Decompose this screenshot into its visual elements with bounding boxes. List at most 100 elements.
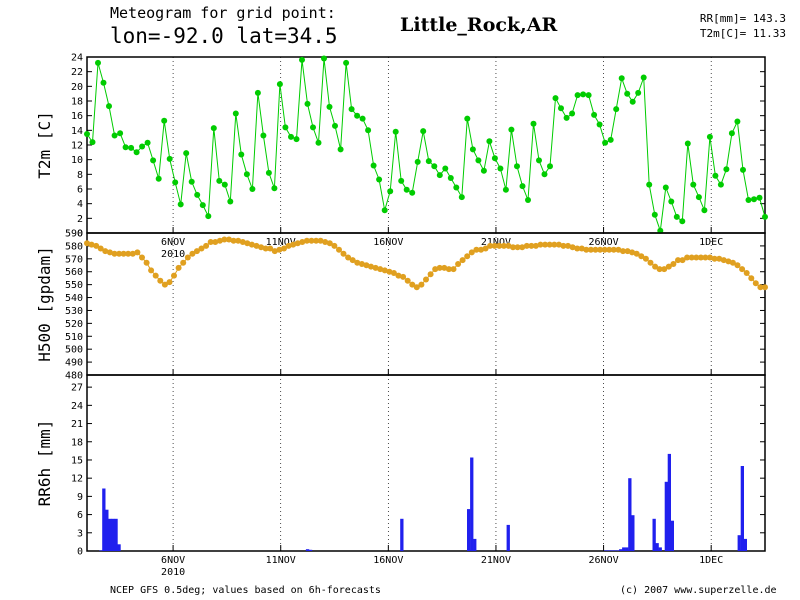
data-point	[702, 254, 709, 261]
data-point	[304, 100, 311, 107]
data-point	[199, 202, 206, 209]
rain-bar	[117, 544, 121, 551]
data-point	[281, 245, 287, 252]
data-point	[596, 121, 603, 128]
data-point	[642, 255, 649, 262]
data-point	[262, 245, 269, 252]
data-point	[400, 273, 407, 280]
data-point	[530, 120, 537, 127]
data-point	[171, 272, 177, 279]
data-point	[232, 110, 239, 117]
data-point	[574, 245, 581, 252]
data-point	[332, 122, 338, 129]
y-tick-label: 570	[65, 254, 83, 265]
data-point	[707, 254, 713, 261]
data-point	[282, 124, 289, 131]
data-point	[139, 254, 145, 261]
y-tick-label: 530	[65, 306, 83, 317]
rain-bar	[473, 538, 477, 551]
rain-bar	[603, 550, 608, 551]
data-point	[175, 264, 182, 271]
data-point	[144, 139, 151, 146]
data-point	[299, 56, 305, 63]
data-point	[450, 266, 457, 273]
data-point	[381, 267, 388, 274]
data-point	[97, 245, 104, 252]
data-point	[413, 284, 420, 291]
data-point	[345, 254, 352, 261]
data-point	[552, 95, 559, 102]
title-line2: lon=-92.0 lat=34.5	[110, 24, 338, 48]
data-point	[547, 163, 553, 170]
y-tick-label: 560	[65, 267, 83, 278]
y-tick-label: 10	[71, 155, 83, 166]
data-point	[514, 244, 521, 251]
data-point	[125, 250, 132, 257]
data-point	[602, 139, 609, 146]
y-axis-label: T2m [C]	[35, 111, 54, 178]
data-point	[491, 242, 498, 249]
data-point	[370, 162, 377, 169]
data-point	[569, 110, 576, 117]
data-point	[152, 272, 159, 279]
data-point	[260, 132, 267, 139]
data-point	[290, 241, 297, 248]
data-point	[349, 257, 356, 264]
data-point	[675, 257, 681, 264]
data-point	[392, 128, 399, 135]
data-point	[409, 189, 416, 196]
y-tick-label: 4	[77, 199, 83, 210]
data-point	[381, 207, 388, 214]
rr-total: RR[mm]= 143.3	[699, 12, 786, 25]
data-point	[505, 242, 512, 249]
data-point	[117, 130, 124, 137]
data-point	[427, 271, 434, 278]
data-point	[453, 184, 460, 191]
data-point	[532, 242, 539, 249]
panel-frame	[86, 232, 766, 376]
data-point	[638, 253, 645, 260]
y-tick-label: 6	[77, 510, 83, 521]
data-point	[646, 181, 653, 188]
t2m-mean: T2m[C]= 11.33	[699, 27, 786, 40]
data-point	[558, 105, 564, 112]
y-tick-label: 27	[71, 383, 83, 394]
rain-bar	[652, 518, 656, 551]
data-point	[542, 241, 549, 248]
data-point	[751, 196, 757, 203]
data-point	[267, 245, 274, 252]
y-tick-label: 8	[77, 170, 83, 181]
y-tick-label: 540	[65, 293, 83, 304]
data-point	[294, 240, 301, 247]
data-point	[640, 74, 647, 81]
y-tick-label: 18	[71, 437, 83, 448]
panel-frame	[86, 374, 766, 552]
rain-bar	[506, 524, 510, 551]
data-point	[661, 266, 668, 273]
y-tick-label: 24	[71, 401, 83, 412]
data-point	[293, 136, 300, 143]
data-point	[624, 90, 631, 97]
data-point	[580, 91, 587, 98]
rain-bar	[400, 518, 404, 551]
x-year-label: 2010	[161, 249, 185, 260]
data-point	[469, 146, 476, 153]
data-point	[321, 55, 327, 62]
data-point	[387, 188, 394, 195]
data-point	[358, 261, 365, 267]
data-point	[226, 236, 232, 243]
data-point	[111, 132, 118, 139]
data-point	[607, 136, 614, 143]
data-point	[447, 175, 454, 181]
y-tick-label: 12	[71, 474, 83, 485]
data-point	[585, 92, 592, 99]
data-point	[679, 218, 686, 225]
data-point	[210, 125, 217, 132]
data-point	[207, 239, 214, 245]
y-axis-label: RR6h [mm]	[35, 420, 54, 507]
x-tick-label: 21NOV	[481, 555, 511, 566]
data-point	[706, 133, 713, 140]
data-point	[193, 248, 200, 255]
data-point	[172, 179, 179, 186]
data-point	[635, 89, 642, 96]
